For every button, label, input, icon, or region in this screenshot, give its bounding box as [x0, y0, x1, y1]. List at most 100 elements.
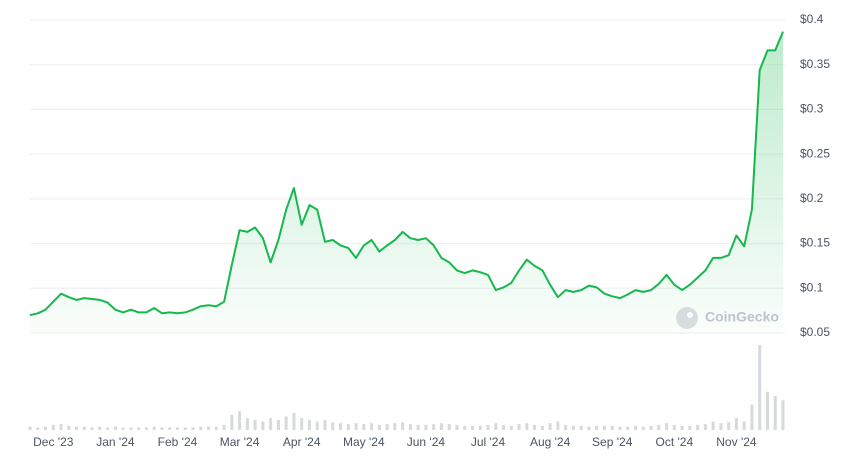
volume-bar [75, 426, 79, 430]
volume-bar [470, 425, 474, 430]
volume-bar [657, 424, 661, 430]
volume-bar [401, 422, 405, 430]
x-tick-label: Nov '24 [716, 435, 757, 449]
volume-bar [214, 426, 218, 430]
volume-bar [703, 424, 707, 430]
volume-bar [486, 424, 490, 430]
volume-bar [253, 419, 257, 430]
x-tick-label: Dec '23 [33, 435, 74, 449]
volume-bar [36, 427, 40, 430]
volume-bar [67, 425, 71, 430]
price-area [30, 31, 783, 333]
y-tick-label: $0.1 [800, 280, 824, 294]
volume-bar [502, 424, 506, 430]
volume-bar [587, 426, 591, 430]
volume-bar [144, 427, 148, 430]
volume-bar [51, 424, 55, 430]
volume-bar [261, 421, 265, 430]
volume-bar [292, 413, 296, 430]
price-line [29, 31, 784, 317]
volume-bar [517, 424, 521, 430]
x-tick-label: Jan '24 [96, 435, 135, 449]
volume-bar [447, 424, 451, 430]
watermark: CoinGecko [705, 309, 779, 325]
y-tick-label: $0.05 [800, 325, 830, 339]
volume-bar [509, 425, 513, 430]
volume-bar [28, 426, 32, 430]
volume-bar [564, 424, 568, 430]
volume-bar [284, 416, 288, 430]
volume-bar [238, 411, 242, 430]
volume-bar [222, 424, 226, 430]
volume-bar [168, 427, 172, 430]
x-tick-label: Jun '24 [407, 435, 446, 449]
volume-bar [478, 425, 482, 430]
volume-bar [416, 424, 420, 430]
x-tick-label: Sep '24 [592, 435, 633, 449]
volume-bar [540, 425, 544, 430]
y-tick-label: $0.4 [800, 12, 824, 26]
volume-bar [750, 404, 754, 430]
x-tick-label: May '24 [343, 435, 385, 449]
volume-bar [610, 425, 614, 430]
volume-bar [113, 426, 117, 430]
volume-bar [688, 425, 692, 430]
volume-bar [773, 396, 777, 430]
volume-bar [719, 423, 723, 430]
y-tick-label: $0.25 [800, 146, 830, 160]
y-tick-label: $0.3 [800, 102, 824, 116]
volume-bar [183, 427, 187, 430]
volume-bar [191, 427, 195, 430]
volume-bar [207, 426, 211, 430]
volume-bar [98, 426, 102, 430]
volume-bar [362, 424, 366, 430]
volume-bar [269, 418, 273, 430]
volume-bar [556, 421, 560, 430]
volume-bar [129, 427, 133, 430]
watermark-logo [676, 307, 698, 329]
volume-bar [665, 423, 669, 430]
volume-bar [711, 421, 715, 430]
y-tick-label: $0.35 [800, 57, 830, 71]
volume-bar [765, 391, 769, 430]
volume-bar [494, 423, 498, 430]
volume-bar [432, 424, 436, 430]
volume-bar [680, 425, 684, 430]
volume-bar [672, 424, 676, 430]
volume-bar [548, 423, 552, 430]
volume-bar [393, 423, 397, 430]
volume-bar [634, 425, 638, 430]
volume-bar [315, 421, 319, 430]
volume-bar [571, 425, 575, 430]
volume-bar [90, 427, 94, 430]
x-tick-label: Mar '24 [220, 435, 260, 449]
y-tick-label: $0.2 [800, 191, 824, 205]
volume-bar [696, 424, 700, 430]
volume-bar [44, 426, 48, 430]
volume-bar [331, 422, 335, 430]
volume-bar [245, 418, 249, 430]
volume-bar [354, 423, 358, 430]
volume-bar [160, 427, 164, 430]
volume-bar [463, 425, 467, 430]
volume-bar [307, 419, 311, 430]
volume-bar [385, 424, 389, 430]
plot: $0.05 $0.1 $0.15 $0.2 $0.25 $0.3 $0.35 $0.4 Dec … [28, 12, 830, 449]
volume-bar [525, 423, 529, 430]
x-tick-label: Feb '24 [158, 435, 198, 449]
volume-bar [734, 418, 738, 430]
volume-bar [199, 426, 203, 430]
volume-bar [339, 423, 343, 430]
volume-bar [727, 422, 731, 430]
volume-bar [121, 427, 125, 430]
volume-bar [300, 418, 304, 430]
volume-bar [230, 414, 234, 430]
volume-bar [370, 423, 374, 430]
volume-bar [533, 424, 537, 430]
volume-bar [742, 421, 746, 430]
volume-bar [175, 427, 179, 430]
x-tick-label: Apr '24 [283, 435, 321, 449]
volume-bar [579, 425, 583, 430]
volume-bar [276, 419, 280, 430]
